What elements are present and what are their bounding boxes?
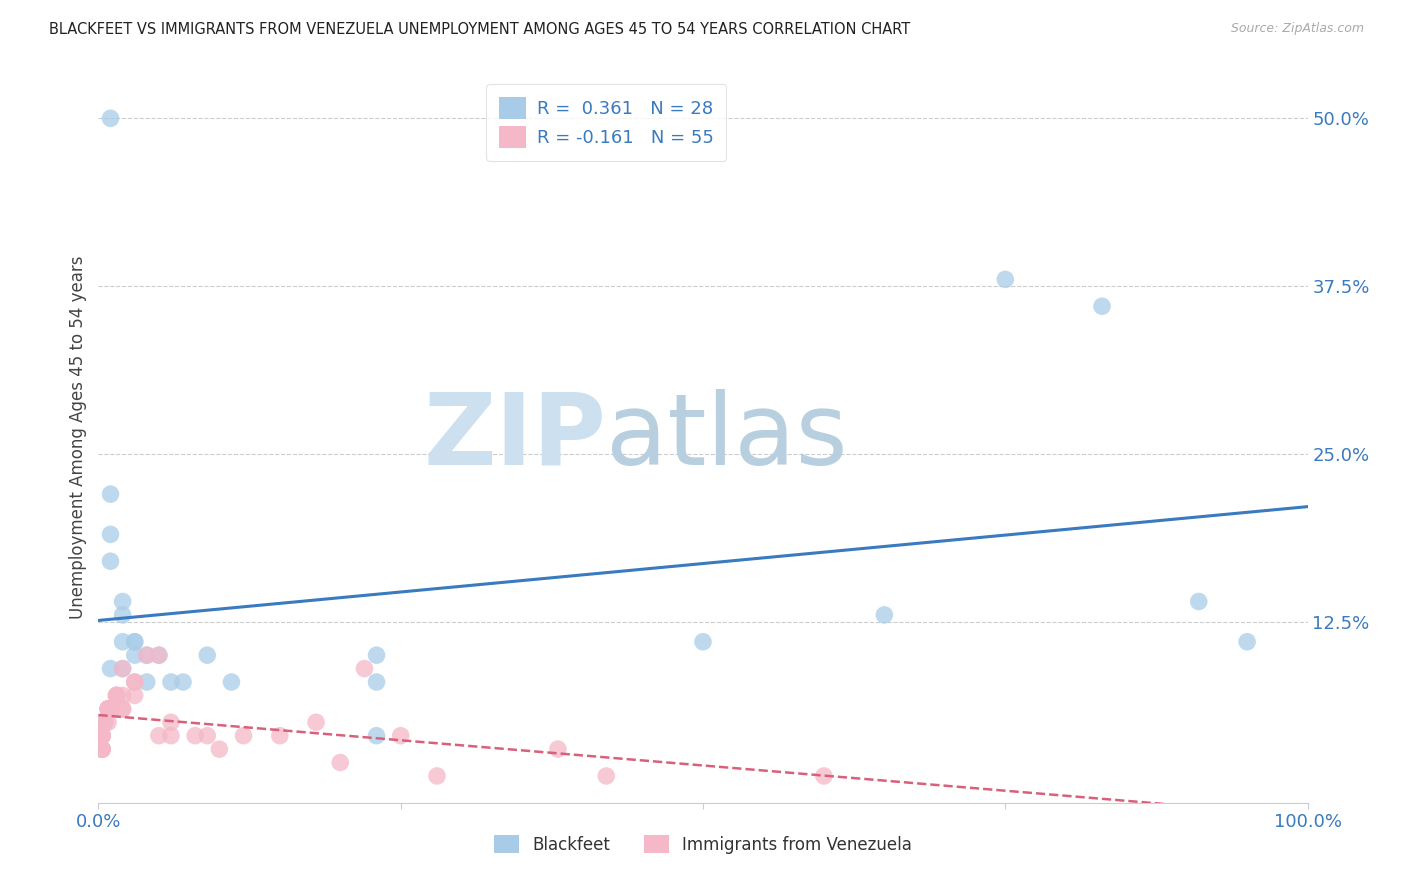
Point [160, 715, 183, 730]
Point [595, 769, 617, 783]
Point [93, 715, 115, 730]
Point [105, 689, 128, 703]
Point [100, 702, 122, 716]
Point [91, 729, 114, 743]
Point [100, 554, 122, 568]
Point [692, 634, 714, 648]
Point [100, 112, 122, 126]
Point [269, 729, 291, 743]
Point [148, 729, 170, 743]
Point [111, 702, 134, 716]
Point [124, 648, 146, 662]
Point [100, 527, 122, 541]
Point [366, 729, 388, 743]
Point [100, 702, 122, 716]
Point [91, 729, 114, 743]
Point [91, 729, 114, 743]
Point [305, 715, 328, 730]
Point [100, 487, 122, 501]
Point [111, 607, 134, 622]
Point [91, 742, 114, 756]
Point [135, 648, 157, 662]
Point [111, 689, 134, 703]
Text: ZIP: ZIP [423, 389, 606, 485]
Point [366, 675, 388, 690]
Point [124, 675, 146, 690]
Point [389, 729, 412, 743]
Point [547, 742, 569, 756]
Point [97, 702, 120, 716]
Point [426, 769, 449, 783]
Point [111, 662, 134, 676]
Point [195, 729, 218, 743]
Point [124, 689, 146, 703]
Point [366, 648, 388, 662]
Point [91, 742, 114, 756]
Point [91, 742, 114, 756]
Point [1188, 594, 1211, 608]
Point [329, 756, 352, 770]
Point [100, 702, 122, 716]
Point [221, 675, 243, 690]
Point [124, 675, 146, 690]
Y-axis label: Unemployment Among Ages 45 to 54 years: Unemployment Among Ages 45 to 54 years [69, 255, 87, 619]
Point [232, 729, 254, 743]
Point [100, 702, 122, 716]
Point [100, 662, 122, 676]
Point [353, 662, 375, 676]
Point [97, 702, 120, 716]
Point [148, 648, 170, 662]
Point [91, 729, 114, 743]
Point [91, 729, 114, 743]
Point [873, 607, 896, 622]
Point [124, 634, 146, 648]
Point [93, 715, 115, 730]
Point [111, 634, 134, 648]
Text: atlas: atlas [606, 389, 848, 485]
Point [91, 729, 114, 743]
Point [91, 729, 114, 743]
Point [135, 675, 157, 690]
Point [124, 634, 146, 648]
Point [813, 769, 835, 783]
Point [148, 648, 170, 662]
Point [111, 702, 134, 716]
Point [93, 715, 115, 730]
Point [105, 689, 128, 703]
Point [1236, 634, 1258, 648]
Point [1091, 299, 1114, 313]
Point [97, 702, 120, 716]
Point [111, 594, 134, 608]
Point [195, 648, 218, 662]
Point [91, 742, 114, 756]
Point [97, 715, 120, 730]
Point [160, 675, 183, 690]
Text: BLACKFEET VS IMMIGRANTS FROM VENEZUELA UNEMPLOYMENT AMONG AGES 45 TO 54 YEARS CO: BLACKFEET VS IMMIGRANTS FROM VENEZUELA U… [49, 22, 911, 37]
Point [93, 715, 115, 730]
Point [172, 675, 194, 690]
Point [135, 648, 157, 662]
Text: Source: ZipAtlas.com: Source: ZipAtlas.com [1230, 22, 1364, 36]
Point [105, 689, 128, 703]
Point [208, 742, 231, 756]
Legend: Blackfeet, Immigrants from Venezuela: Blackfeet, Immigrants from Venezuela [488, 829, 918, 860]
Point [994, 272, 1017, 286]
Point [91, 742, 114, 756]
Point [93, 715, 115, 730]
Point [105, 689, 128, 703]
Point [93, 715, 115, 730]
Point [184, 729, 207, 743]
Point [111, 662, 134, 676]
Point [160, 729, 183, 743]
